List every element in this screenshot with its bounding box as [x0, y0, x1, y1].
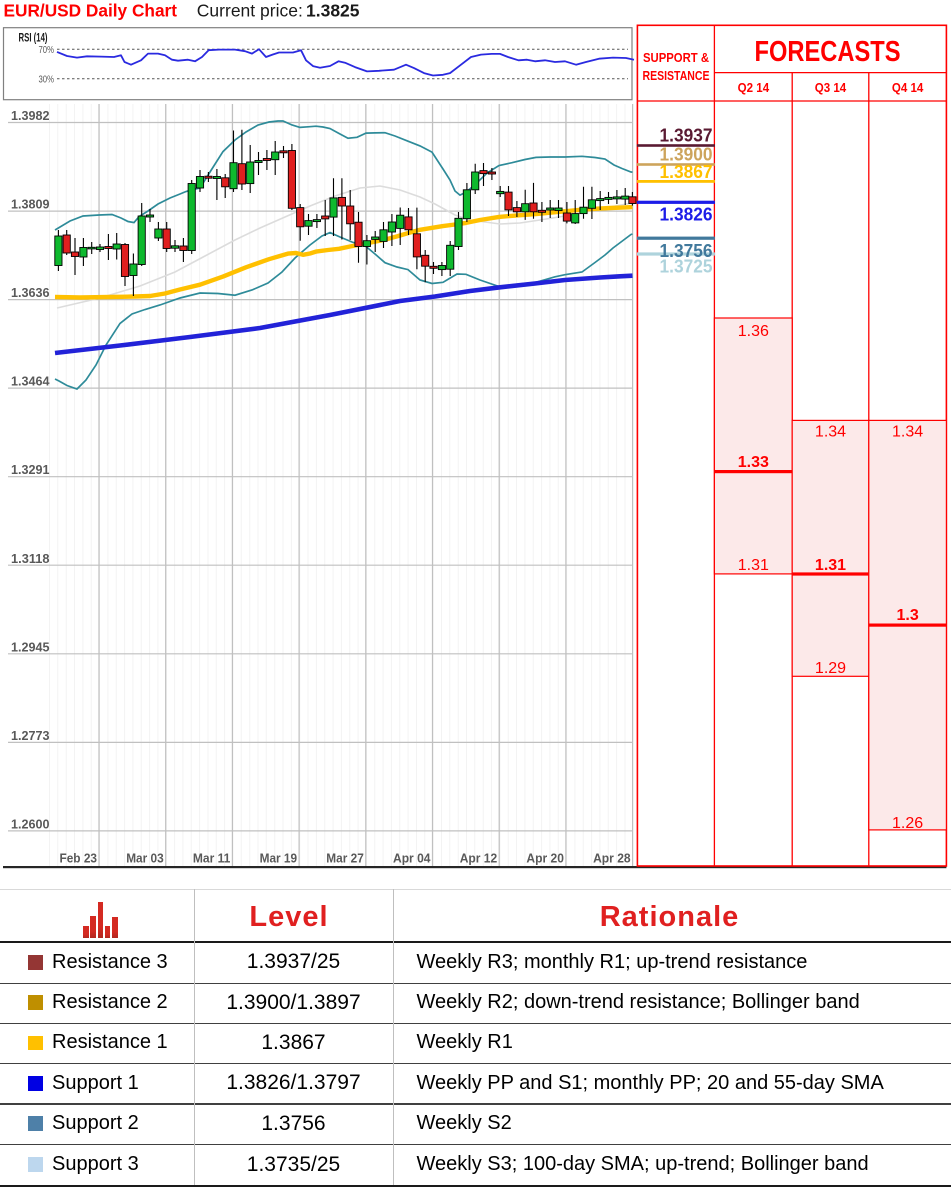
svg-text:Apr 20: Apr 20 [526, 852, 564, 866]
svg-text:Mar 11: Mar 11 [193, 852, 231, 866]
svg-text:Apr 04: Apr 04 [393, 852, 431, 866]
svg-text:1.26: 1.26 [892, 815, 923, 832]
svg-text:1.3291: 1.3291 [11, 462, 50, 477]
svg-text:30%: 30% [39, 74, 55, 85]
svg-text:1.3825: 1.3825 [306, 1, 360, 21]
svg-text:SUPPORT &: SUPPORT & [643, 50, 709, 65]
svg-text:1.3: 1.3 [896, 607, 918, 624]
svg-text:1.3826: 1.3826 [660, 203, 713, 224]
svg-text:Q2 14: Q2 14 [738, 81, 770, 95]
svg-text:EUR/USD Daily Chart: EUR/USD Daily Chart [4, 1, 178, 21]
svg-text:1.36: 1.36 [738, 323, 769, 340]
svg-text:1.3118: 1.3118 [11, 551, 50, 566]
svg-text:1.3809: 1.3809 [11, 197, 50, 212]
svg-text:1.3982: 1.3982 [11, 108, 50, 123]
svg-text:1.3725: 1.3725 [660, 256, 713, 277]
svg-text:Mar 03: Mar 03 [126, 852, 164, 866]
svg-text:1.2945: 1.2945 [11, 639, 50, 654]
svg-text:70%: 70% [39, 45, 55, 56]
svg-text:1.2773: 1.2773 [11, 728, 50, 743]
svg-text:1.3636: 1.3636 [11, 285, 50, 300]
svg-text:RSI (14): RSI (14) [19, 33, 48, 45]
svg-text:1.3900: 1.3900 [660, 144, 713, 165]
svg-text:1.3464: 1.3464 [11, 374, 50, 389]
svg-text:1.3867: 1.3867 [660, 161, 713, 182]
svg-text:FORECASTS: FORECASTS [755, 36, 901, 68]
svg-text:1.3937: 1.3937 [660, 125, 713, 146]
svg-text:1.29: 1.29 [815, 660, 846, 677]
svg-text:Q3 14: Q3 14 [815, 81, 847, 95]
svg-text:Current price:: Current price: [197, 1, 303, 21]
svg-text:Feb 23: Feb 23 [60, 852, 98, 866]
svg-text:1.3756: 1.3756 [660, 240, 713, 261]
svg-text:Q4 14: Q4 14 [892, 81, 924, 95]
svg-text:1.31: 1.31 [815, 557, 846, 574]
svg-text:1.34: 1.34 [892, 424, 923, 441]
svg-text:1.2600: 1.2600 [11, 816, 50, 831]
svg-text:Apr 12: Apr 12 [460, 852, 498, 866]
svg-text:RESISTANCE: RESISTANCE [643, 68, 710, 83]
svg-text:Mar 19: Mar 19 [260, 852, 298, 866]
svg-text:1.31: 1.31 [738, 557, 769, 574]
svg-text:Mar 27: Mar 27 [326, 852, 364, 866]
svg-text:1.34: 1.34 [815, 424, 846, 441]
svg-text:Apr 28: Apr 28 [593, 852, 631, 866]
svg-text:1.33: 1.33 [738, 454, 769, 471]
